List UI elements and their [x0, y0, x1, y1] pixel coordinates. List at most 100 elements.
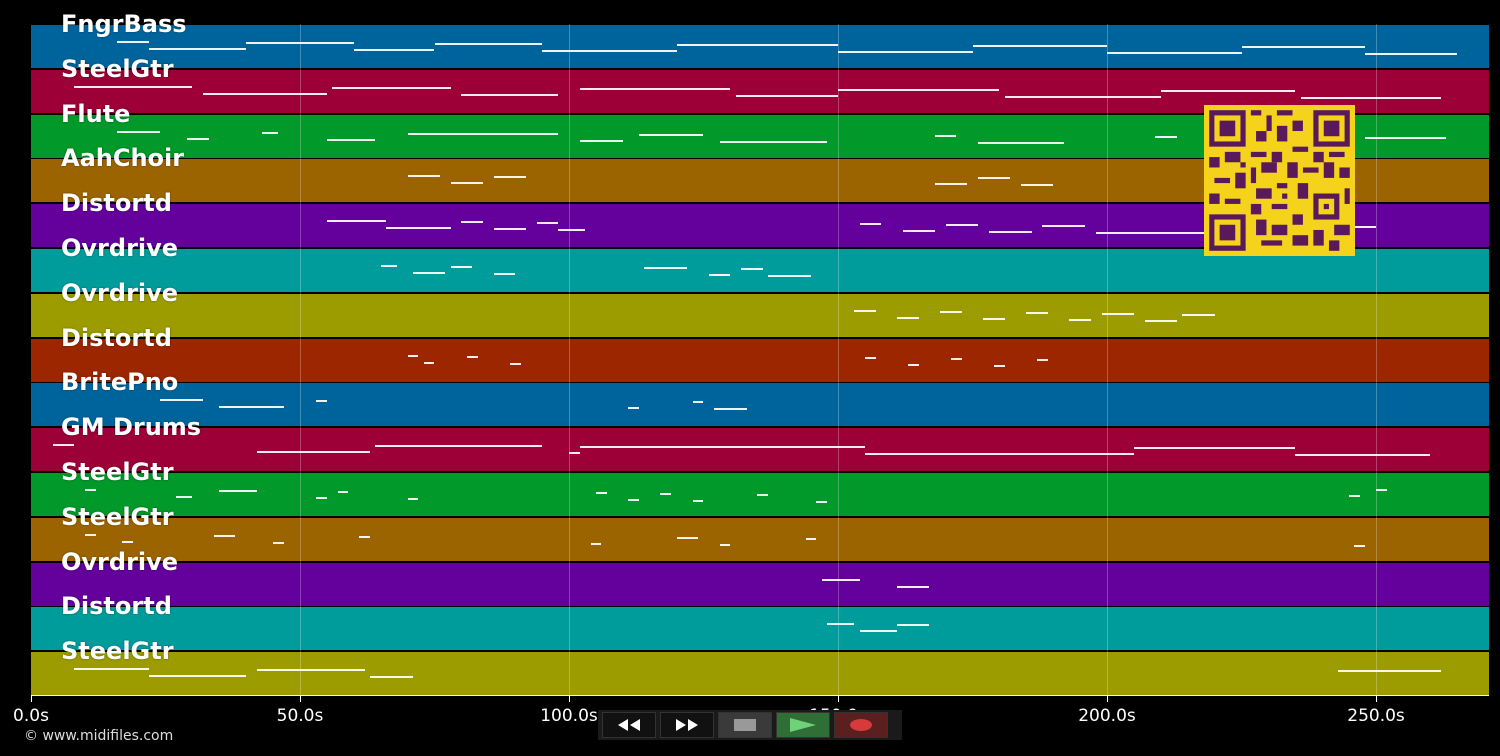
note-segment [1133, 447, 1296, 450]
note-segment [187, 137, 209, 140]
track-label: Distortd [61, 592, 172, 621]
note-segment [692, 401, 704, 404]
track-label: Flute [61, 99, 131, 128]
track-lane [31, 516, 1489, 561]
note-segment [493, 228, 526, 231]
note-segment [256, 451, 370, 454]
note-segment [493, 273, 516, 275]
note-segment [316, 400, 327, 403]
note-segment [1020, 184, 1054, 187]
note-segment [219, 406, 284, 409]
note-segment [1155, 135, 1177, 138]
track-label: SteelGtr [61, 54, 174, 83]
note-segment [203, 92, 327, 95]
note-segment [569, 452, 580, 455]
track-label: BritePno [61, 368, 179, 397]
note-segment [466, 355, 478, 358]
copyright-notice: © www.midifiles.com [24, 728, 174, 744]
gridline [569, 24, 570, 696]
note-segment [407, 498, 419, 500]
gridline [1107, 24, 1108, 696]
note-segment [84, 533, 96, 536]
note-segment [337, 491, 349, 493]
note-segment [256, 669, 365, 672]
note-segment [945, 224, 978, 227]
note-segment [407, 175, 440, 178]
axis-tick [300, 696, 301, 702]
note-segment [1069, 318, 1091, 321]
note-segment [579, 139, 623, 142]
gridline [838, 24, 839, 696]
note-segment [542, 50, 677, 52]
note-segment [1101, 312, 1134, 315]
track-label: SteelGtr [61, 458, 174, 486]
gridline [1376, 24, 1378, 696]
note-segment [735, 94, 838, 97]
note-segment [708, 274, 731, 276]
note-segment [1354, 544, 1366, 547]
note-segment [768, 275, 812, 277]
note-segment [897, 624, 930, 627]
rewind-button[interactable] [602, 712, 656, 738]
note-segment [805, 537, 817, 540]
note-segment [1037, 358, 1048, 361]
play-button[interactable] [776, 712, 830, 738]
note-segment [1349, 495, 1360, 497]
note-segment [246, 42, 354, 44]
track-lane [31, 382, 1489, 427]
note-segment [1365, 136, 1446, 139]
note-segment [816, 501, 828, 503]
note-segment [977, 177, 1011, 180]
note-segment [897, 316, 919, 319]
note-segment [558, 229, 586, 232]
time-axis-line [31, 695, 1489, 696]
note-segment [859, 223, 882, 226]
note-segment [1004, 95, 1161, 98]
stop-icon [734, 719, 756, 731]
note-segment [407, 354, 419, 357]
axis-tick [569, 696, 570, 702]
play-icon [790, 718, 816, 732]
note-segment [493, 176, 526, 179]
note-segment [714, 408, 747, 411]
qr-code-graphic [1204, 105, 1355, 256]
note-segment [994, 364, 1005, 367]
axis-tick [1107, 696, 1108, 702]
note-segment [369, 676, 413, 679]
note-segment [434, 43, 543, 45]
note-segment [579, 87, 731, 90]
note-segment [386, 227, 451, 230]
note-segment [676, 44, 838, 46]
note-segment [983, 317, 1005, 320]
note-segment [74, 668, 150, 671]
note-segment [719, 543, 731, 546]
stop-button[interactable] [718, 712, 772, 738]
track-lane [31, 651, 1489, 696]
note-segment [412, 272, 446, 274]
axis-tick-label: 100.0s [540, 706, 598, 726]
axis-tick-label: 50.0s [276, 706, 324, 726]
fast-forward-button[interactable] [660, 712, 714, 738]
note-segment [1182, 313, 1215, 316]
track-lane [31, 24, 1489, 68]
note-segment [1042, 225, 1086, 228]
note-segment [326, 138, 376, 141]
note-segment [838, 51, 973, 53]
note-segment [1107, 52, 1242, 54]
note-segment [461, 93, 559, 96]
note-segment [590, 542, 602, 545]
note-segment [1160, 89, 1296, 92]
note-segment [644, 267, 688, 269]
note-segment [579, 446, 865, 449]
track-lane [31, 472, 1489, 516]
note-segment [907, 363, 919, 366]
note-segment [977, 141, 1064, 144]
record-button[interactable] [834, 712, 888, 738]
note-segment [1144, 319, 1177, 322]
note-segment [950, 357, 962, 360]
note-segment [940, 310, 962, 313]
note-segment [897, 585, 930, 588]
note-segment [74, 85, 193, 88]
track-label: Distortd [61, 323, 172, 352]
